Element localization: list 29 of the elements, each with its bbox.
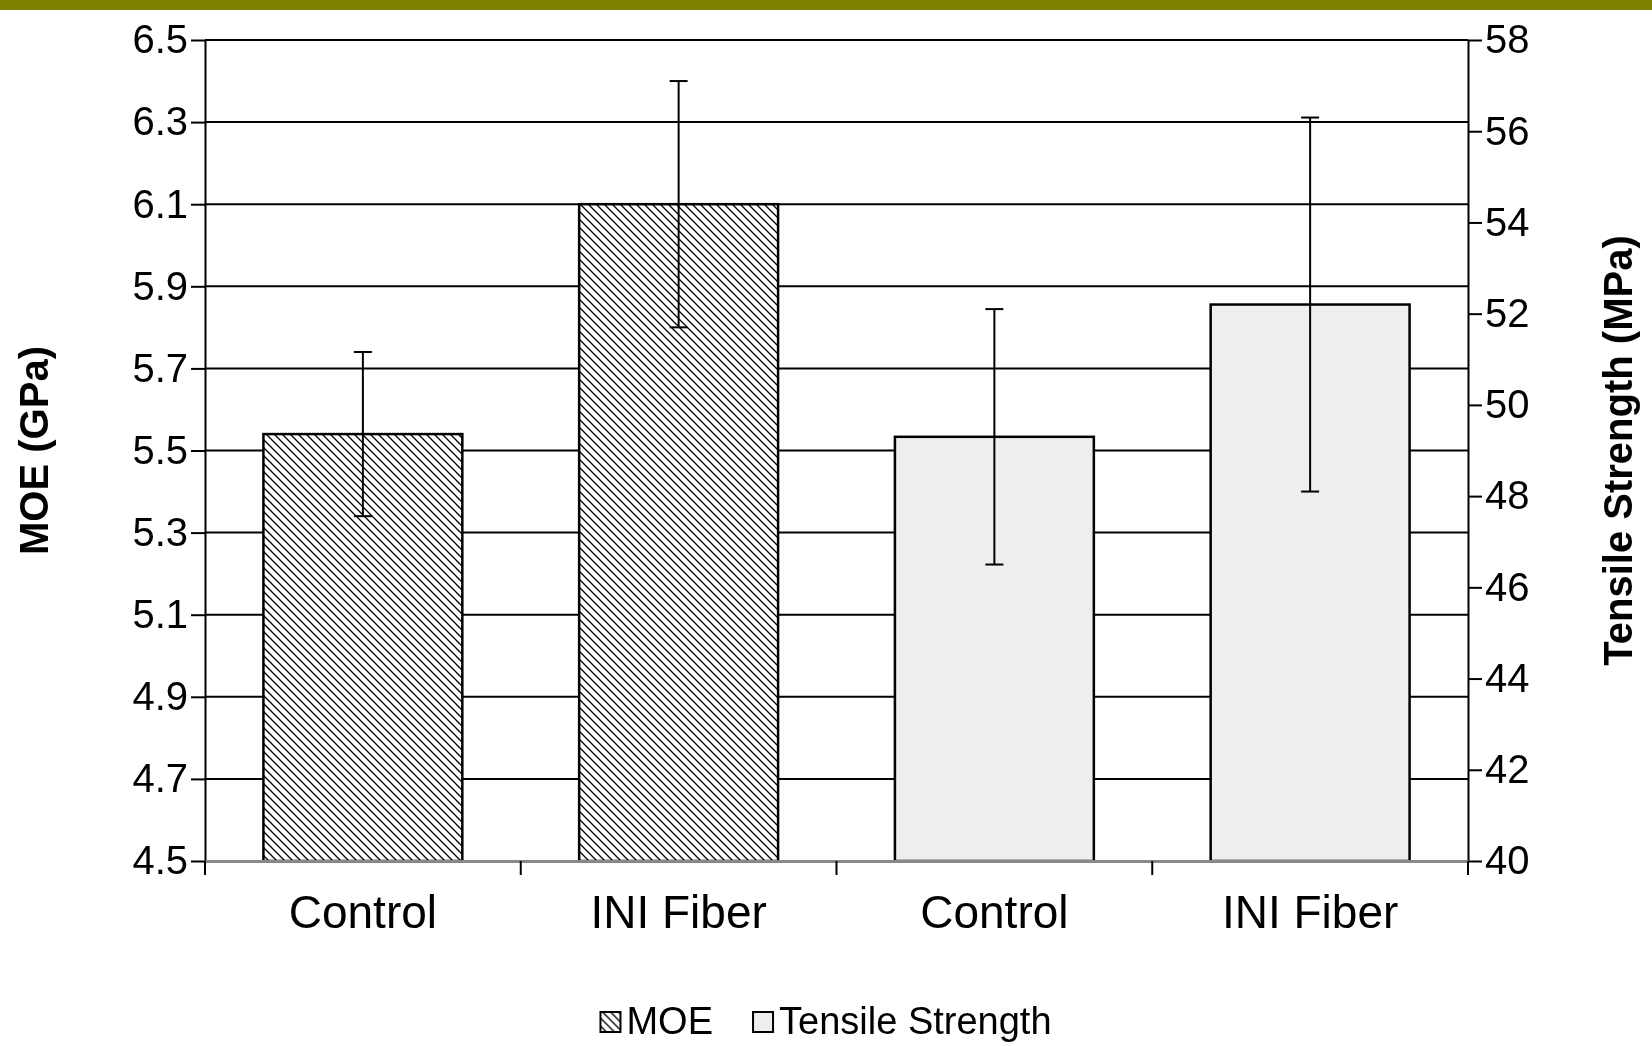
y-tick-label: 6.1 [132, 181, 188, 226]
y-tick-label: 4.7 [132, 756, 188, 801]
y2-tick-label: 52 [1485, 290, 1530, 335]
y-tick-label: 5.3 [132, 509, 188, 554]
y-tick-label: 5.9 [132, 263, 188, 308]
y-axis-title: MOE (GPa) [12, 346, 56, 555]
legend-label: Tensile Strength [779, 1000, 1052, 1042]
y2-tick-label: 40 [1485, 838, 1530, 883]
y2-tick-label: 48 [1485, 473, 1530, 518]
x-tick-label: INI Fiber [1221, 886, 1399, 939]
y2-tick-label: 56 [1485, 108, 1530, 153]
y-tick-label: 5.7 [132, 345, 188, 390]
y2-tick-label: 54 [1485, 199, 1530, 244]
y2-tick-label: 44 [1485, 655, 1530, 700]
y2-tick-label: 46 [1485, 564, 1530, 609]
y2-tick-label: 50 [1485, 382, 1530, 427]
y2-tick-label: 42 [1485, 747, 1530, 792]
y-tick-label: 4.5 [132, 838, 188, 883]
y-tick-label: 6.5 [132, 17, 188, 62]
x-tick-label: Control [288, 886, 438, 939]
y2-axis-title: Tensile Strength (MPa) [1596, 235, 1640, 666]
x-tick-label: INI Fiber [590, 886, 767, 939]
legend-label: MOE [626, 1000, 714, 1042]
y2-tick-label: 58 [1485, 17, 1530, 62]
y-tick-label: 5.1 [132, 592, 188, 636]
y-tick-label: 6.3 [132, 99, 188, 144]
y-tick-label: 5.5 [132, 427, 188, 472]
x-tick-label: Control [920, 886, 1069, 939]
y-tick-label: 4.9 [132, 674, 188, 719]
